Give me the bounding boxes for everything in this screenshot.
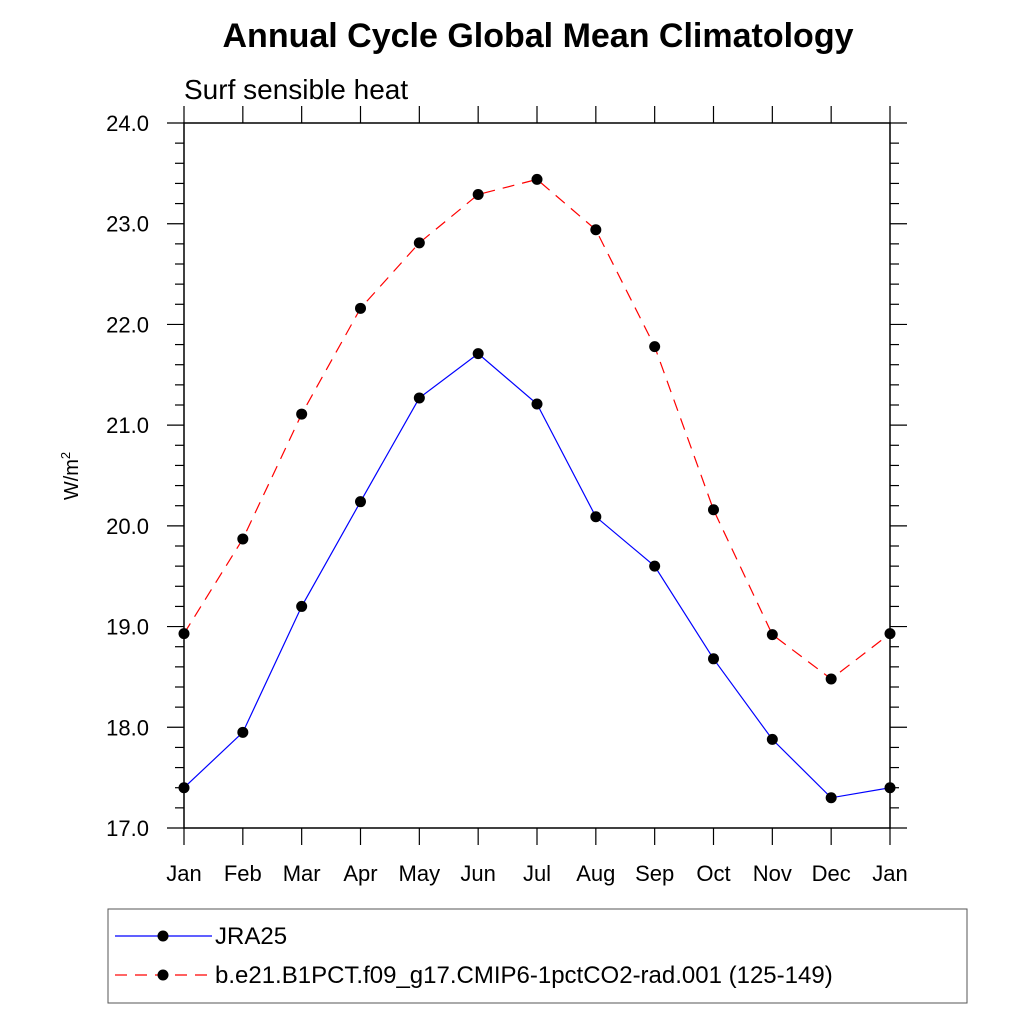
series-point-0 — [237, 726, 249, 738]
series-point-0 — [531, 398, 543, 410]
y-tick-label: 24.0 — [106, 111, 149, 136]
y-axis-label-text: W/m — [61, 459, 83, 500]
x-tick-label: Jul — [523, 861, 551, 886]
y-tick-label: 17.0 — [106, 816, 149, 841]
axis-ticks — [167, 106, 907, 845]
x-tick-label: Mar — [283, 861, 321, 886]
legend-marker-0 — [157, 930, 169, 942]
series-point-0 — [355, 496, 366, 508]
y-tick-label: 22.0 — [106, 312, 149, 337]
x-tick-label: Jun — [460, 861, 495, 886]
y-tick-label: 19.0 — [106, 615, 149, 640]
series-layer — [178, 173, 896, 804]
x-tick-label: Feb — [224, 861, 262, 886]
x-tick-label: Apr — [343, 861, 377, 886]
series-point-0 — [296, 600, 308, 612]
x-tick-label: Dec — [812, 861, 851, 886]
x-tick-label: May — [399, 861, 441, 886]
series-point-1 — [708, 504, 719, 516]
series-point-1 — [531, 173, 543, 185]
legend: JRA25 b.e21.B1PCT.f09_g17.CMIP6-1pctCO2-r… — [107, 908, 968, 1004]
series-point-1 — [472, 189, 484, 201]
tick-labels: 17.0 18.0 19.0 20.0 21.0 22.0 23.0 24.0 Jan Feb Ma… — [106, 111, 908, 886]
series-point-0 — [472, 348, 484, 360]
y-tick-label: 18.0 — [106, 715, 149, 740]
series-point-0 — [766, 733, 778, 745]
series-point-1 — [825, 673, 837, 685]
series-line-0 — [183, 352, 891, 799]
y-tick-label: 20.0 — [106, 514, 149, 539]
series-point-1 — [413, 237, 425, 249]
series-point-0 — [413, 392, 425, 404]
legend-box — [107, 908, 968, 1004]
x-tick-label: Oct — [696, 861, 730, 886]
series-point-0 — [825, 792, 837, 804]
y-tick-label: 21.0 — [106, 413, 149, 438]
series-point-1 — [649, 341, 661, 353]
series-point-1 — [590, 224, 602, 236]
series-point-1 — [237, 533, 249, 545]
x-tick-label: Aug — [576, 861, 615, 886]
legend-label-0: JRA25 — [215, 923, 287, 950]
series-point-0 — [590, 511, 602, 523]
y-axis-label-superscript: 2 — [58, 452, 73, 459]
chart-title: Annual Cycle Global Mean Climatology — [223, 17, 854, 55]
legend-label-1: b.e21.B1PCT.f09_g17.CMIP6-1pctCO2-rad.00… — [215, 962, 833, 989]
x-tick-label: Jan — [872, 861, 907, 886]
y-tick-label: 23.0 — [106, 212, 149, 237]
series-line-1 — [183, 178, 891, 680]
legend-marker-1 — [157, 969, 169, 981]
x-tick-label: Nov — [753, 861, 792, 886]
x-tick-label: Jan — [166, 861, 201, 886]
series-point-1 — [766, 629, 778, 641]
svg-text:W/m2: W/m2 — [58, 452, 83, 500]
plot-frame — [183, 122, 891, 829]
series-point-1 — [355, 302, 366, 314]
chart-subtitle: Surf sensible heat — [184, 74, 408, 105]
series-point-1 — [296, 408, 308, 420]
x-tick-label: Sep — [635, 861, 674, 886]
series-point-0 — [708, 653, 719, 665]
y-axis-label: W/m2 — [58, 452, 83, 500]
series-point-0 — [649, 560, 661, 572]
